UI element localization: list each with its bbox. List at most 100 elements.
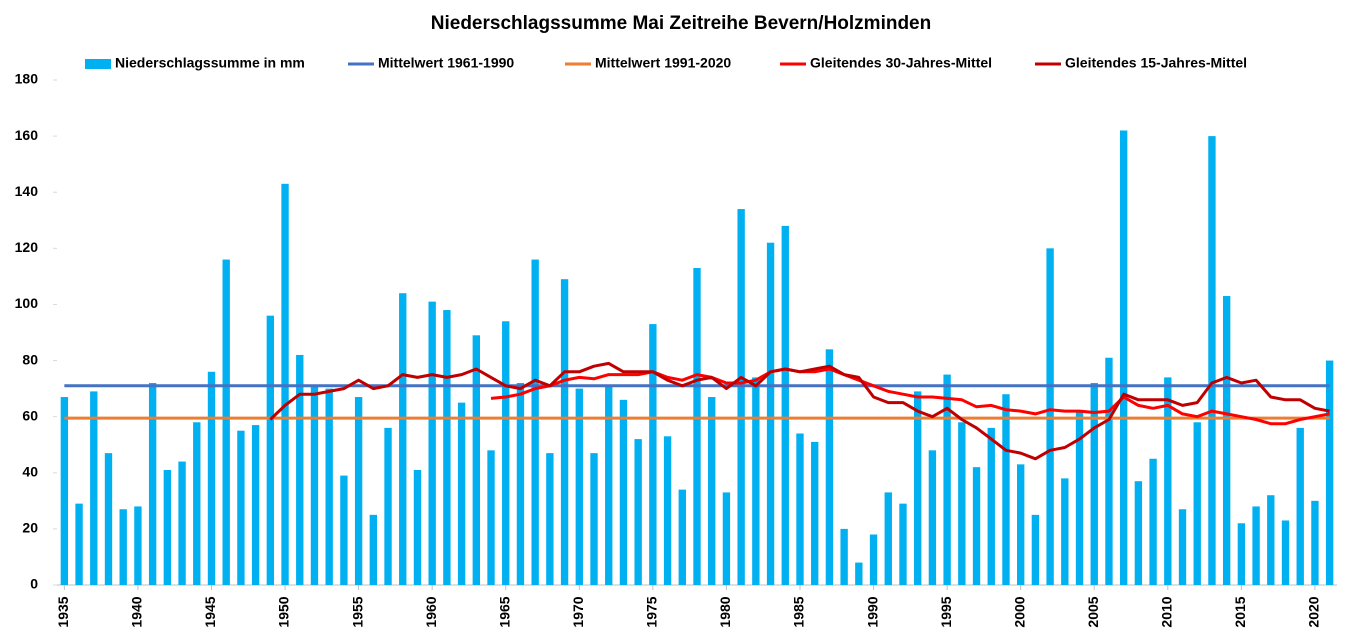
bar — [1119, 130, 1128, 585]
bar — [251, 425, 260, 585]
bar — [502, 321, 510, 585]
bar — [1252, 506, 1260, 585]
bar — [266, 315, 275, 585]
bar — [884, 492, 892, 585]
bar — [516, 383, 525, 585]
bar — [75, 503, 83, 585]
bar — [766, 242, 775, 585]
y-tick-label: 100 — [15, 295, 39, 311]
x-tick-label: 1975 — [644, 596, 660, 627]
y-tick-label: 120 — [15, 239, 39, 255]
bar — [310, 385, 319, 585]
y-tick-label: 60 — [22, 407, 38, 423]
bar — [840, 528, 848, 585]
bar — [384, 427, 392, 585]
y-tick-label: 0 — [30, 576, 38, 592]
bar — [222, 259, 230, 585]
bar — [781, 225, 789, 585]
bar — [914, 391, 922, 585]
bar — [340, 475, 348, 585]
bar — [178, 461, 186, 585]
legend-label: Mittelwert 1961-1990 — [378, 55, 514, 71]
legend-label: Gleitendes 15-Jahres-Mittel — [1065, 55, 1247, 71]
x-tick-label: 1935 — [55, 596, 71, 627]
bar — [796, 433, 804, 585]
bar — [1002, 394, 1010, 585]
x-tick-label: 1995 — [938, 596, 954, 627]
bar — [649, 324, 657, 585]
bar — [546, 453, 554, 585]
bar — [987, 427, 995, 585]
bar — [663, 436, 672, 585]
bar — [163, 469, 172, 585]
bar — [457, 402, 466, 585]
x-tick-label: 1985 — [791, 596, 807, 627]
bar — [1267, 495, 1275, 585]
x-tick-label: 1940 — [129, 596, 145, 627]
legend-swatch — [85, 59, 111, 69]
bar — [1311, 500, 1319, 585]
bar — [472, 335, 480, 585]
bar — [296, 354, 304, 585]
bar — [899, 503, 907, 585]
bar — [1296, 427, 1304, 585]
bar — [943, 374, 951, 585]
bar — [855, 562, 863, 585]
bar — [693, 267, 701, 585]
bar — [487, 450, 495, 585]
bar — [428, 301, 436, 585]
bar — [811, 441, 819, 585]
x-tick-label: 1980 — [717, 596, 733, 627]
bar — [1325, 360, 1334, 585]
bar — [237, 430, 245, 585]
x-tick-label: 1965 — [496, 596, 512, 627]
bar — [752, 377, 760, 585]
bar — [560, 279, 569, 585]
bar — [1178, 509, 1187, 585]
x-tick-label: 2000 — [1011, 596, 1027, 627]
x-tick-label: 1960 — [423, 596, 439, 627]
legend-label: Gleitendes 30-Jahres-Mittel — [810, 55, 992, 71]
bar — [1075, 411, 1084, 585]
bar — [928, 450, 937, 585]
moving-average-line — [269, 361, 1330, 461]
moving-average-line — [490, 367, 1330, 426]
bar — [1031, 514, 1040, 585]
bar — [958, 422, 966, 585]
bar — [413, 469, 422, 585]
bar — [60, 397, 69, 585]
bar — [825, 349, 834, 585]
bar — [708, 397, 716, 585]
bar — [1149, 458, 1157, 585]
bar — [1222, 296, 1231, 585]
bar — [399, 293, 407, 585]
bar — [90, 391, 98, 585]
bar — [134, 506, 142, 585]
bar — [737, 209, 745, 586]
x-tick-label: 2020 — [1306, 596, 1322, 627]
x-tick-label: 1955 — [349, 596, 365, 627]
chart-title: Niederschlagssumme Mai Zeitreihe Bevern/… — [431, 13, 932, 34]
bar — [148, 383, 157, 585]
bar — [605, 385, 613, 585]
bar — [1208, 136, 1216, 585]
x-tick-label: 1950 — [276, 596, 292, 627]
bar — [207, 371, 216, 585]
bar — [354, 397, 363, 585]
x-tick-label: 2010 — [1159, 596, 1175, 627]
bar — [193, 422, 201, 585]
x-tick-label: 1945 — [202, 596, 218, 627]
bar — [619, 399, 628, 585]
bar — [1105, 357, 1113, 585]
bar — [1090, 383, 1098, 585]
y-tick-label: 20 — [22, 520, 38, 536]
bar — [1134, 481, 1143, 585]
bar — [1193, 422, 1201, 585]
bar — [869, 534, 878, 585]
y-tick-label: 40 — [22, 463, 38, 479]
bar — [1281, 520, 1290, 585]
bar — [1237, 523, 1246, 585]
bar — [722, 492, 731, 585]
y-tick-label: 160 — [15, 127, 39, 143]
